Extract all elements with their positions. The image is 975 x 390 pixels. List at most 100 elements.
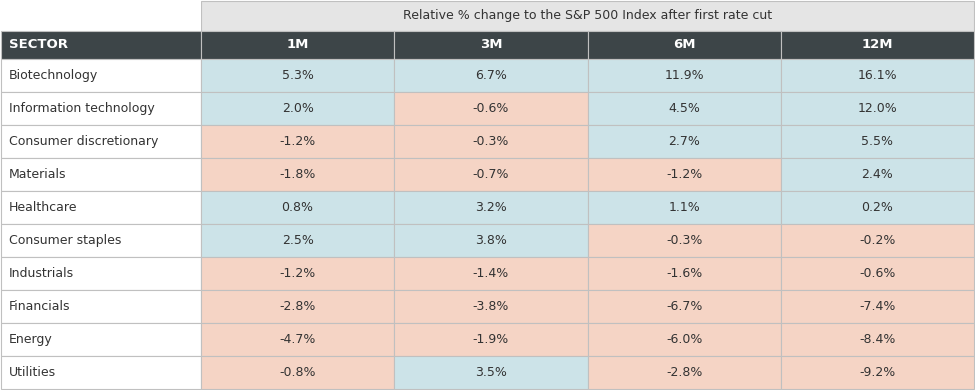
Bar <box>1 290 201 323</box>
Bar <box>588 257 781 290</box>
Bar <box>201 59 394 92</box>
Text: -0.2%: -0.2% <box>859 234 896 247</box>
Bar <box>781 356 974 389</box>
Bar <box>588 59 781 92</box>
Text: 12M: 12M <box>862 39 893 51</box>
Bar <box>781 31 974 59</box>
Bar <box>781 191 974 224</box>
Bar <box>394 92 588 125</box>
Bar <box>201 92 394 125</box>
Bar <box>1 92 201 125</box>
Text: -9.2%: -9.2% <box>859 366 895 379</box>
Text: 12.0%: 12.0% <box>857 102 897 115</box>
Text: Consumer staples: Consumer staples <box>9 234 121 247</box>
Text: 2.7%: 2.7% <box>668 135 700 148</box>
Bar <box>201 1 974 31</box>
Text: -6.7%: -6.7% <box>666 300 702 313</box>
Bar <box>588 125 781 158</box>
Text: -6.0%: -6.0% <box>666 333 702 346</box>
Text: Consumer discretionary: Consumer discretionary <box>9 135 158 148</box>
Bar <box>201 158 394 191</box>
Bar <box>781 290 974 323</box>
Text: -1.4%: -1.4% <box>473 267 509 280</box>
Text: 5.3%: 5.3% <box>282 69 314 82</box>
Bar <box>1 158 201 191</box>
Text: 1M: 1M <box>287 39 309 51</box>
Bar <box>201 191 394 224</box>
Text: 2.5%: 2.5% <box>282 234 314 247</box>
Text: -8.4%: -8.4% <box>859 333 896 346</box>
Text: Industrials: Industrials <box>9 267 74 280</box>
Bar <box>201 290 394 323</box>
Bar <box>394 323 588 356</box>
Text: Information technology: Information technology <box>9 102 155 115</box>
Text: -0.6%: -0.6% <box>473 102 509 115</box>
Bar <box>394 125 588 158</box>
Text: 11.9%: 11.9% <box>664 69 704 82</box>
Bar <box>394 224 588 257</box>
Text: -2.8%: -2.8% <box>280 300 316 313</box>
Bar <box>588 323 781 356</box>
Bar <box>1 1 201 31</box>
Text: 6M: 6M <box>673 39 695 51</box>
Bar <box>1 323 201 356</box>
Text: -1.2%: -1.2% <box>280 135 316 148</box>
Text: -0.3%: -0.3% <box>666 234 702 247</box>
Text: 3M: 3M <box>480 39 502 51</box>
Bar <box>201 224 394 257</box>
Bar <box>394 257 588 290</box>
Bar <box>588 92 781 125</box>
Bar <box>394 290 588 323</box>
Bar <box>201 323 394 356</box>
Bar <box>394 59 588 92</box>
Bar <box>201 257 394 290</box>
Text: -4.7%: -4.7% <box>280 333 316 346</box>
Text: -0.7%: -0.7% <box>473 168 509 181</box>
Text: 3.2%: 3.2% <box>475 201 507 214</box>
Bar <box>781 257 974 290</box>
Bar <box>1 356 201 389</box>
Bar <box>394 158 588 191</box>
Bar <box>781 92 974 125</box>
Text: 0.2%: 0.2% <box>862 201 893 214</box>
Text: -0.6%: -0.6% <box>859 267 896 280</box>
Text: Healthcare: Healthcare <box>9 201 77 214</box>
Bar <box>1 257 201 290</box>
Text: -7.4%: -7.4% <box>859 300 896 313</box>
Bar <box>588 356 781 389</box>
Bar <box>1 59 201 92</box>
Bar <box>201 356 394 389</box>
Bar <box>588 290 781 323</box>
Text: 5.5%: 5.5% <box>861 135 893 148</box>
Bar <box>1 224 201 257</box>
Text: Materials: Materials <box>9 168 66 181</box>
Text: -1.9%: -1.9% <box>473 333 509 346</box>
Bar <box>588 31 781 59</box>
Text: SECTOR: SECTOR <box>9 39 68 51</box>
Bar <box>1 191 201 224</box>
Bar <box>201 31 394 59</box>
Text: 3.5%: 3.5% <box>475 366 507 379</box>
Bar <box>588 224 781 257</box>
Text: 6.7%: 6.7% <box>475 69 507 82</box>
Text: -0.3%: -0.3% <box>473 135 509 148</box>
Bar <box>781 158 974 191</box>
Text: 1.1%: 1.1% <box>668 201 700 214</box>
Text: -3.8%: -3.8% <box>473 300 509 313</box>
Text: 4.5%: 4.5% <box>668 102 700 115</box>
Text: 2.4%: 2.4% <box>862 168 893 181</box>
Text: -2.8%: -2.8% <box>666 366 702 379</box>
Text: Utilities: Utilities <box>9 366 56 379</box>
Bar <box>588 158 781 191</box>
Bar <box>588 191 781 224</box>
Bar <box>394 191 588 224</box>
Bar <box>1 125 201 158</box>
Text: -1.8%: -1.8% <box>280 168 316 181</box>
Bar <box>394 31 588 59</box>
Text: Relative % change to the S&P 500 Index after first rate cut: Relative % change to the S&P 500 Index a… <box>403 9 772 23</box>
Text: 0.8%: 0.8% <box>282 201 314 214</box>
Bar <box>781 59 974 92</box>
Bar <box>781 323 974 356</box>
Text: 2.0%: 2.0% <box>282 102 314 115</box>
Bar <box>1 31 201 59</box>
